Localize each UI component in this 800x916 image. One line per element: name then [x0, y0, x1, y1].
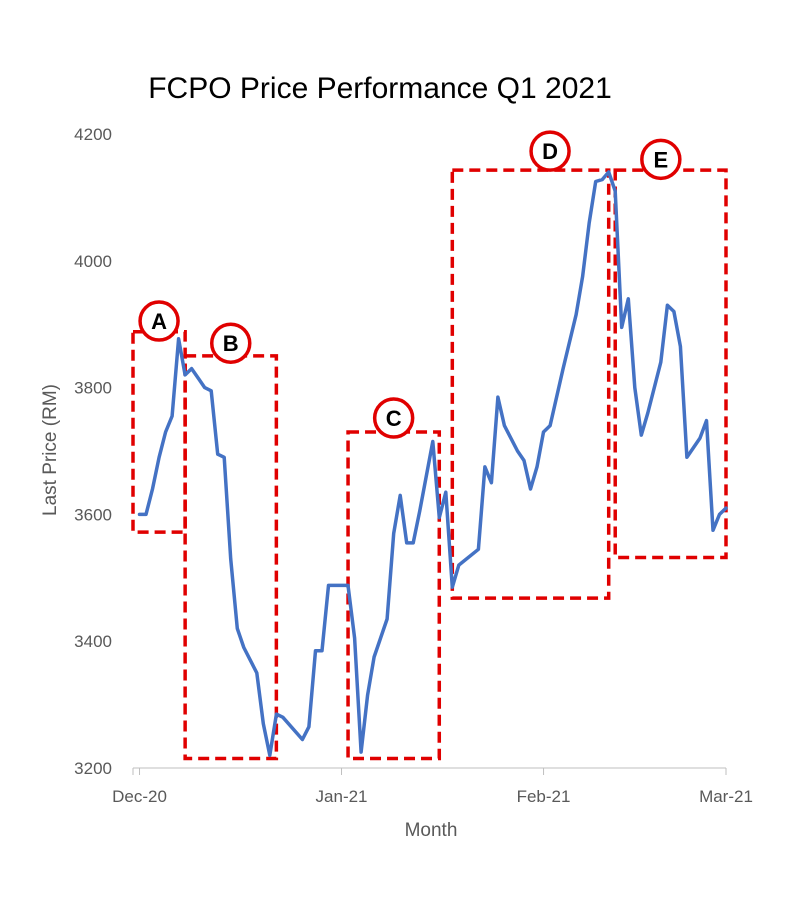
annotation-badge-label: D: [542, 139, 558, 164]
annotation-badge-label: C: [386, 406, 402, 431]
annotation-badge-label: A: [151, 309, 167, 334]
y-axis-label: Last Price (RM): [40, 384, 61, 516]
y-tick-label: 3200: [74, 759, 112, 778]
annotation-box-b: [183, 354, 279, 761]
annotation-badge-circle: [529, 130, 571, 172]
y-tick-label: 4000: [74, 252, 112, 271]
annotation-badge-circle: [209, 322, 252, 364]
x-tick-label: Dec-20: [112, 787, 167, 806]
annotation-badges: A B C D E: [138, 130, 682, 439]
y-axis-ticks: 3200 3400 3600 3800 4000 4200: [74, 125, 112, 778]
y-tick-label: 4200: [74, 125, 112, 144]
y-tick-label: 3400: [74, 632, 112, 651]
x-axis-label: Month: [405, 820, 458, 841]
x-tick-label: Jan-21: [316, 787, 368, 806]
y-tick-label: 3600: [74, 505, 112, 524]
annotation-badge-label: B: [223, 331, 239, 356]
annotation-badge-circle: [138, 300, 180, 342]
series-line: [137, 170, 728, 758]
y-tick-label: 3800: [74, 379, 112, 398]
price-series: [137, 170, 728, 758]
x-tick-label: Mar-21: [699, 787, 753, 806]
annotation-badge-label: E: [653, 147, 668, 172]
chart-title: FCPO Price Performance Q1 2021: [148, 72, 612, 105]
annotation-badge-circle: [372, 397, 415, 439]
annotation-badge-circle: [640, 138, 682, 181]
x-tick-label: Feb-21: [517, 787, 571, 806]
annotation-box-d: [450, 168, 611, 600]
x-axis: Dec-20 Jan-21 Feb-21 Mar-21: [112, 767, 753, 806]
